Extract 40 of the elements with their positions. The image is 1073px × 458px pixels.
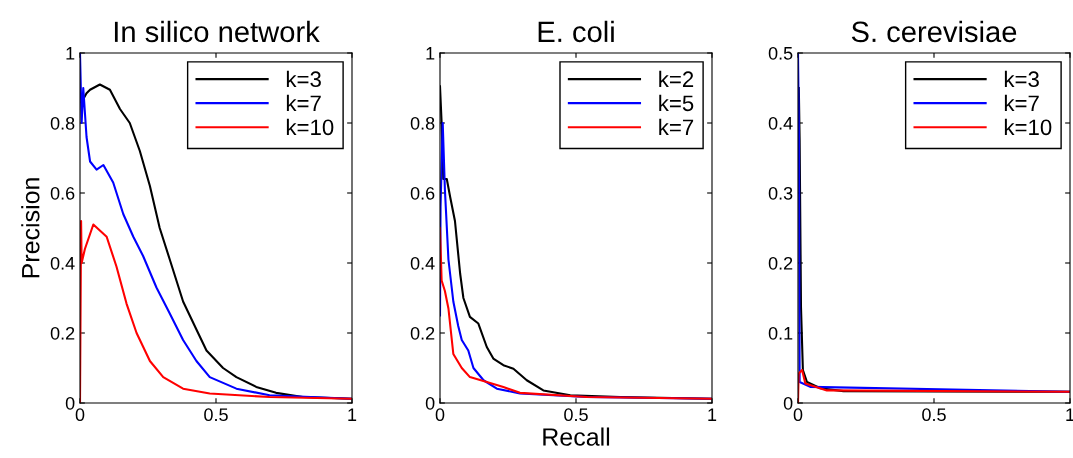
x-tick-label: 0.5 xyxy=(564,408,588,422)
y-tick-label: 0.1 xyxy=(768,326,793,340)
y-tick-label: 0.8 xyxy=(410,116,435,130)
x-axis-title: Recall xyxy=(543,427,610,446)
legend-label: k=3 xyxy=(1004,70,1039,88)
y-tick-label: 0 xyxy=(65,396,75,410)
y-tick-label: 0.4 xyxy=(768,116,793,130)
chart-title: E. coli xyxy=(538,20,614,43)
y-tick-label: 0.4 xyxy=(410,256,435,270)
y-tick-label: 0.5 xyxy=(768,46,793,60)
y-tick-label: 1 xyxy=(66,47,75,60)
y-tick-label: 0.6 xyxy=(410,186,435,200)
y-tick-label: 0.2 xyxy=(410,326,435,340)
chart-title: S. cerevisiae xyxy=(851,20,1017,43)
x-tick-label: 0 xyxy=(75,408,85,422)
legend-label: k=7 xyxy=(286,94,321,111)
legend-label: k=7 xyxy=(659,118,694,135)
x-tick-label: 0 xyxy=(435,408,445,422)
y-tick-label: 0.6 xyxy=(50,186,75,200)
x-tick-label: 0 xyxy=(793,408,803,422)
chart-title: In silico network xyxy=(114,20,320,43)
legend-label: k=10 xyxy=(1004,118,1052,136)
legend-label: k=7 xyxy=(1004,94,1039,111)
y-tick-label: 0.8 xyxy=(50,116,75,130)
legend-label: k=3 xyxy=(286,70,321,88)
y-tick-label: 1 xyxy=(426,47,435,60)
x-tick-label: 0.5 xyxy=(204,408,228,422)
y-tick-label: 0.3 xyxy=(768,186,793,200)
legend-label: k=2 xyxy=(659,70,694,87)
x-tick-label: 1 xyxy=(348,408,357,421)
y-tick-label: 0 xyxy=(783,396,793,410)
legend-label: k=5 xyxy=(659,94,694,112)
y-tick-label: 0 xyxy=(425,396,435,410)
y-tick-label: 0.2 xyxy=(768,256,793,270)
x-tick-label: 0.5 xyxy=(922,408,946,422)
x-tick-label: 1 xyxy=(708,408,717,421)
y-tick-label: 0.4 xyxy=(50,256,75,270)
legend-label: k=10 xyxy=(286,118,334,136)
y-tick-label: 0.2 xyxy=(50,326,75,340)
y-axis-title: Precision xyxy=(21,178,40,278)
